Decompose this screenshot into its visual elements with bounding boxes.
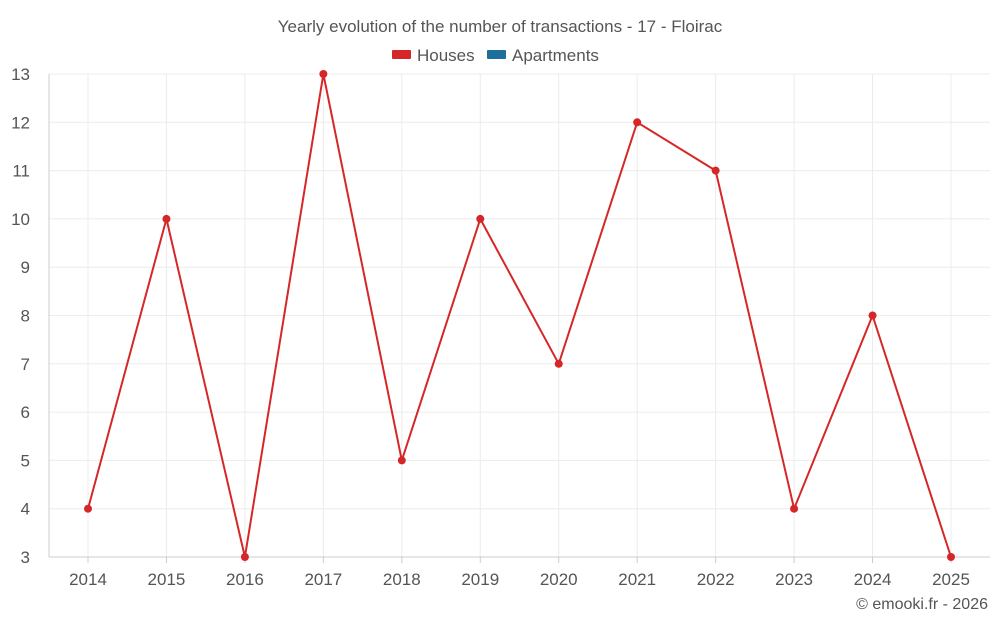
data-point-houses[interactable] xyxy=(397,456,406,465)
series-lines xyxy=(87,73,952,558)
data-point-houses[interactable] xyxy=(162,214,171,223)
legend-label-houses: Houses xyxy=(417,46,475,65)
x-tick-label: 2017 xyxy=(304,570,342,589)
y-tick-label: 10 xyxy=(11,210,30,229)
x-tick-label: 2015 xyxy=(148,570,186,589)
data-point-houses[interactable] xyxy=(633,118,642,127)
x-tick-label: 2023 xyxy=(775,570,813,589)
legend-item-apartments[interactable]: Apartments xyxy=(487,46,599,65)
y-tick-label: 9 xyxy=(21,258,30,277)
legend-swatch-apartments xyxy=(487,50,506,59)
x-tick-label: 2022 xyxy=(697,570,735,589)
legend-item-houses[interactable]: Houses xyxy=(392,46,475,65)
y-tick-label: 6 xyxy=(21,403,30,422)
x-tick-label: 2025 xyxy=(932,570,970,589)
x-tick-label: 2018 xyxy=(383,570,421,589)
y-tick-label: 4 xyxy=(21,500,30,519)
y-tick-label: 3 xyxy=(21,548,30,567)
data-point-houses[interactable] xyxy=(790,504,799,513)
data-point-houses[interactable] xyxy=(554,359,563,368)
x-tick-label: 2016 xyxy=(226,570,264,589)
credit-text: © emooki.fr - 2026 xyxy=(856,596,988,613)
data-point-houses[interactable] xyxy=(319,70,328,78)
x-tick-label: 2021 xyxy=(618,570,656,589)
y-tick-label: 11 xyxy=(12,162,30,181)
data-point-houses[interactable] xyxy=(240,553,249,561)
legend-swatch-houses xyxy=(392,50,411,59)
data-point-houses[interactable] xyxy=(84,504,92,513)
x-tick-label: 2014 xyxy=(69,570,107,589)
series-markers xyxy=(84,70,955,561)
data-point-houses[interactable] xyxy=(711,166,720,175)
chart-title: Yearly evolution of the number of transa… xyxy=(278,17,723,36)
legend: Houses Apartments xyxy=(392,46,599,65)
data-point-houses[interactable] xyxy=(868,311,877,320)
x-tick-label: 2019 xyxy=(461,570,499,589)
data-point-houses[interactable] xyxy=(476,214,485,223)
y-tick-label: 5 xyxy=(21,451,30,470)
y-tick-label: 13 xyxy=(11,65,30,84)
legend-label-apartments: Apartments xyxy=(512,46,599,65)
series-line-houses xyxy=(87,73,952,558)
y-tick-label: 8 xyxy=(21,307,30,326)
data-point-houses[interactable] xyxy=(947,553,955,561)
tick-labels: 3 4 5 6 7 8 9 10 11 12 13 2014 2015 2016 2017 2018 2019 2… xyxy=(11,65,970,589)
y-tick-label: 7 xyxy=(21,355,30,374)
x-tick-label: 2024 xyxy=(854,570,892,589)
y-tick-label: 12 xyxy=(11,113,30,132)
x-tick-label: 2020 xyxy=(540,570,578,589)
grid xyxy=(49,73,990,557)
